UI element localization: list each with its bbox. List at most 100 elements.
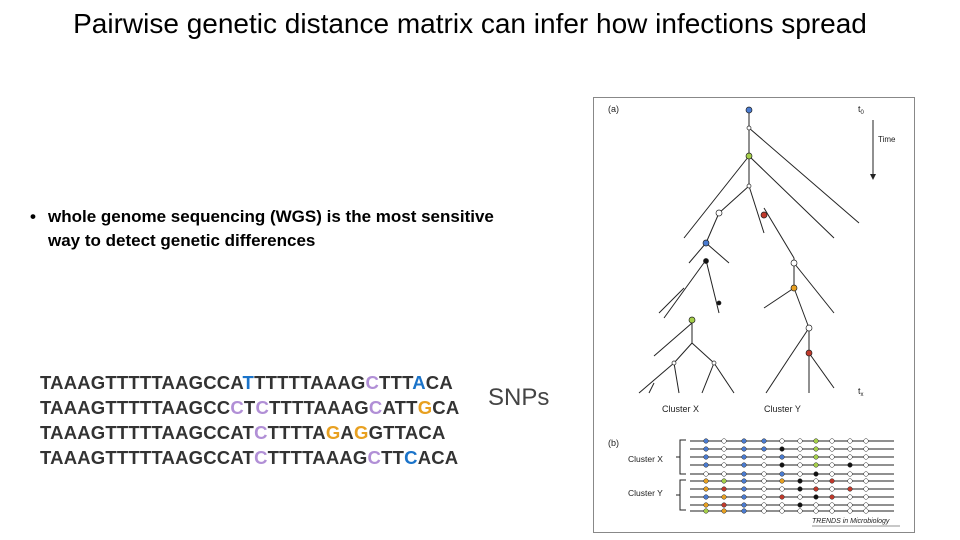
sequence-segment: T [394, 422, 405, 443]
sequence-segment: C [365, 372, 380, 393]
snp-dot [829, 502, 835, 508]
sequence-segment: C [255, 397, 269, 418]
snp-dot [761, 494, 767, 500]
snp-dot [813, 462, 819, 468]
sequence-segment: T [394, 397, 407, 418]
sequence-segment: A [382, 397, 395, 418]
sequence-segment: T [381, 447, 393, 468]
snp-dot [779, 502, 785, 508]
snp-dot [721, 438, 727, 444]
sequence-segment: TAAAGTTTTTAAGCC [40, 397, 231, 418]
tree-node [703, 258, 709, 264]
sequence-segment: T [254, 372, 266, 393]
sequence-segment: CA [432, 397, 460, 418]
snp-dot [703, 494, 709, 500]
snp-dot [721, 486, 727, 492]
snp-dot [829, 478, 835, 484]
snp-dot [741, 446, 747, 452]
tree-node [805, 324, 813, 332]
sequence-line: TAAAGTTTTTAAGCCATCTTTTAAAGCTTCACA [40, 445, 459, 470]
snp-dot [813, 494, 819, 500]
snp-dot [779, 462, 785, 468]
panel-b-label: (b) [608, 438, 619, 448]
snp-dot [741, 508, 747, 514]
sequence-segment: ACA [404, 422, 446, 443]
snp-dot [829, 508, 835, 514]
snp-dot [761, 478, 767, 484]
tree-node [688, 316, 696, 324]
snp-dot [813, 454, 819, 460]
sequence-segment: T [392, 447, 405, 468]
sequence-segment: TTTTAAAG [265, 372, 366, 393]
snp-dot [829, 494, 835, 500]
snp-dot [829, 438, 835, 444]
snp-dot [721, 508, 727, 514]
snp-dot [797, 508, 803, 514]
tree-node [790, 259, 798, 267]
snp-dot [779, 494, 785, 500]
tree-node [711, 360, 717, 366]
snp-dot [863, 471, 869, 477]
sequence-segment: T [242, 372, 255, 393]
snp-dot [847, 494, 853, 500]
tree-node [790, 284, 798, 292]
snp-dot [703, 478, 709, 484]
snp-dot [797, 478, 803, 484]
t0-label: t0 [858, 104, 865, 116]
tree-branches [638, 110, 860, 394]
sequence-segment: T [242, 422, 255, 443]
snp-dot [863, 478, 869, 484]
sequence-segment: TTTTAAAG [269, 397, 369, 418]
snp-dot [721, 478, 727, 484]
sequence-segment: G [417, 397, 433, 418]
snp-dot [847, 438, 853, 444]
sequence-segment: C [368, 397, 383, 418]
snp-dot [761, 486, 767, 492]
sequence-segment: C [404, 447, 418, 468]
sequence-segment: A [340, 422, 354, 443]
cluster-x-bracket [676, 439, 686, 475]
figure-credit: TRENDS in Microbiology [812, 518, 890, 525]
snp-dot [829, 486, 835, 492]
snps-label: SNPs [488, 384, 550, 411]
sequence-segment: T [390, 372, 403, 393]
sequence-segment: A [412, 372, 426, 393]
snp-dot [779, 454, 785, 460]
snp-dot [721, 446, 727, 452]
tree-svg: (a) (b) t0 Time tx [608, 104, 900, 527]
snp-dot [703, 502, 709, 508]
snp-dot [863, 454, 869, 460]
snp-dot [703, 471, 709, 477]
sequence-segment: TAAAGTTTTTAAGCCA [40, 422, 243, 443]
snp-dot [761, 446, 767, 452]
snp-dot [703, 462, 709, 468]
tree-node [805, 349, 813, 357]
snp-dot [761, 502, 767, 508]
sequence-segment: C [367, 447, 382, 468]
tree-node [746, 125, 752, 131]
sequence-segment: CA [431, 447, 459, 468]
transmission-tree-figure: (a) (b) t0 Time tx [593, 97, 915, 533]
snp-dot [813, 446, 819, 452]
snp-dot [741, 494, 747, 500]
dna-sequence-alignment: TAAAGTTTTTAAGCCATTTTTTAAAGCTTTACA TAAAGTT… [40, 370, 459, 470]
snp-dot [797, 494, 803, 500]
snp-dot [761, 438, 767, 444]
tree-node [746, 183, 752, 189]
snp-dot [797, 462, 803, 468]
bullet-marker: • [30, 207, 36, 226]
tx-label: tx [858, 386, 864, 398]
snp-dot [847, 454, 853, 460]
snp-dot [779, 508, 785, 514]
cluster-x-b-label: Cluster X [628, 454, 663, 464]
snp-dot [703, 486, 709, 492]
cluster-y-b-label: Cluster Y [628, 488, 663, 498]
snp-dot [797, 486, 803, 492]
sequence-segment: CA [425, 372, 453, 393]
snp-dot [813, 478, 819, 484]
snp-dot [721, 502, 727, 508]
snp-dot [779, 438, 785, 444]
snp-dot [829, 446, 835, 452]
snp-dot [847, 462, 853, 468]
sequence-line: TAAAGTTTTTAAGCCCTCTTTTAAAGCATTGCA [40, 395, 459, 420]
